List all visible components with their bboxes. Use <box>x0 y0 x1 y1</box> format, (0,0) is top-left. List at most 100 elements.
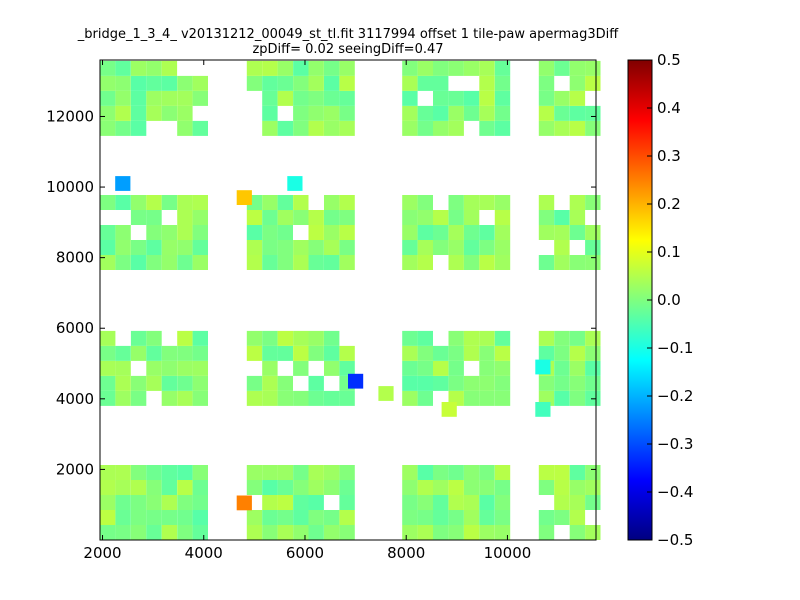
heatmap-cell <box>293 495 309 510</box>
chart-title-line2: zpDiff= 0.02 seeingDiff=0.47 <box>252 42 443 57</box>
heatmap-cell <box>324 480 340 495</box>
heatmap-cell <box>177 480 193 495</box>
heatmap-cell <box>324 240 340 255</box>
heatmap-cell <box>100 105 116 121</box>
heatmap-cell <box>308 390 324 406</box>
heatmap-cell <box>554 210 570 225</box>
heatmap-cell <box>192 495 208 510</box>
heatmap-cell <box>130 495 147 510</box>
heatmap-cell <box>339 360 355 376</box>
heatmap-cell <box>448 255 464 270</box>
heatmap-cell <box>293 105 309 121</box>
heatmap-cell <box>448 375 464 391</box>
heatmap-cell <box>130 255 147 270</box>
heatmap-cell <box>479 105 495 121</box>
heatmap-cell <box>277 210 293 225</box>
heatmap-cell <box>569 510 586 525</box>
heatmap-cell <box>293 255 309 270</box>
heatmap-cell <box>161 255 178 270</box>
heatmap-cell <box>177 90 193 106</box>
heatmap-cell <box>161 90 178 106</box>
heatmap-cell <box>100 225 116 240</box>
heatmap-cell <box>433 465 449 480</box>
heatmap-cell <box>177 120 193 136</box>
heatmap-cell <box>479 75 495 91</box>
plot-frame <box>99 59 597 541</box>
heatmap-cell <box>308 255 324 270</box>
heatmap-cell <box>402 90 418 106</box>
heatmap-cell <box>494 105 511 121</box>
heatmap-cell <box>262 120 278 136</box>
heatmap-cell <box>192 225 208 240</box>
heatmap-cell <box>554 120 570 136</box>
heatmap-cell <box>293 345 309 361</box>
heatmap-cell <box>585 225 601 240</box>
heatmap-cell <box>463 375 480 391</box>
heatmap-cell <box>433 375 449 391</box>
heatmap-cell <box>192 240 208 255</box>
heatmap-cell <box>585 75 601 91</box>
heatmap-cell <box>494 510 511 525</box>
heatmap-cell <box>463 105 480 121</box>
heatmap-cell <box>161 195 178 210</box>
heatmap-cell <box>100 75 116 91</box>
heatmap-cell <box>308 60 324 76</box>
heatmap-cell <box>494 90 511 106</box>
heatmap-cell <box>417 255 433 270</box>
heatmap-cell <box>308 330 324 346</box>
heatmap-cell <box>308 225 324 240</box>
heatmap-cell <box>585 465 601 480</box>
heatmap-cell <box>246 390 263 406</box>
heatmap-cell <box>130 210 147 225</box>
heatmap-cell <box>538 510 555 525</box>
heatmap-cell <box>146 90 162 106</box>
heatmap-cell <box>115 360 131 376</box>
heatmap-cell <box>479 510 495 525</box>
heatmap-cell <box>433 360 449 376</box>
heatmap-cell <box>402 510 418 525</box>
heatmap-cell <box>339 60 355 76</box>
colorbar: 0.5 0.4 0.3 0.2 0.1 0.0 −0.1 −0.2 −0.3 −0.4 −0.5 <box>627 51 693 549</box>
heatmap-cell <box>402 375 418 391</box>
heatmap-cell <box>192 75 208 91</box>
heatmap-cell <box>494 210 511 225</box>
heatmap-cell <box>554 345 570 361</box>
heatmap-cell <box>246 480 263 495</box>
colorbar-tick-label: −0.3 <box>657 435 693 453</box>
heatmap-cell <box>554 330 570 346</box>
heatmap-cell <box>448 495 464 510</box>
heatmap-cell <box>585 360 601 376</box>
y-axis: 2000 4000 6000 8000 10000 12000 <box>46 107 596 478</box>
heatmap-cell <box>161 345 178 361</box>
heatmap-cell <box>494 375 511 391</box>
outlier-cell <box>348 373 364 389</box>
heatmap-cell <box>324 465 340 480</box>
heatmap-cell <box>433 510 449 525</box>
heatmap-cell <box>339 75 355 91</box>
heatmap-cell <box>494 240 511 255</box>
heatmap-cell <box>277 240 293 255</box>
heatmap-cell <box>463 480 480 495</box>
heatmap-cell <box>192 360 208 376</box>
heatmap-cell <box>585 255 601 270</box>
heatmap-cell <box>569 90 586 106</box>
heatmap-cell <box>115 195 131 210</box>
heatmap-cell <box>246 345 263 361</box>
heatmap-cell <box>146 525 162 540</box>
heatmap-cell <box>448 105 464 121</box>
heatmap-cell <box>192 90 208 106</box>
heatmap-cell <box>585 525 601 540</box>
outlier-cell <box>236 190 252 205</box>
heatmap-cell <box>246 60 263 76</box>
heatmap-cell <box>569 255 586 270</box>
heatmap-cell <box>277 60 293 76</box>
heatmap-cell <box>494 120 511 136</box>
heatmap-cell <box>308 75 324 91</box>
heatmap-cell <box>146 465 162 480</box>
heatmap-cell <box>161 465 178 480</box>
heatmap-cell <box>146 105 162 121</box>
heatmap-cell <box>402 345 418 361</box>
heatmap-cell <box>246 375 263 391</box>
heatmap-cell <box>494 195 511 210</box>
heatmap-cell <box>324 345 340 361</box>
